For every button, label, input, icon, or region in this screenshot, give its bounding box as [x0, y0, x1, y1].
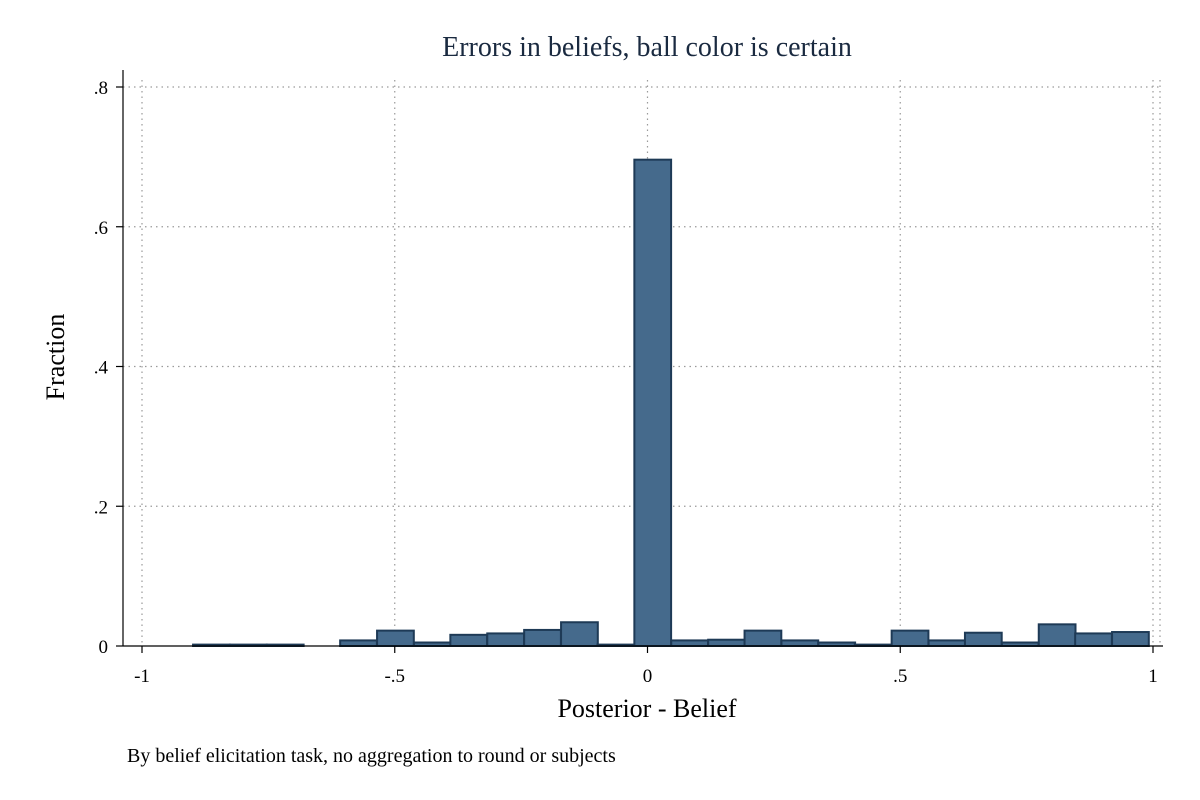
x-tick-label: .5: [893, 666, 907, 687]
bars-layer: [192, 158, 1150, 648]
y-tick-label: .2: [94, 497, 108, 518]
histogram-bar: [523, 628, 562, 648]
x-tick-label: -1: [134, 666, 150, 687]
histogram-bar: [486, 632, 526, 647]
histogram-bar: [707, 638, 746, 647]
y-tick-label: 0: [99, 637, 109, 658]
ticks-layer: -1 -.5 0 .5 1 0 .2 .4 .6 .8: [94, 78, 1158, 687]
histogram-bar: [927, 639, 967, 647]
chart-title: Errors in beliefs, ball color is certain: [442, 32, 852, 63]
histogram-bar: [449, 633, 489, 648]
histogram-bar: [963, 631, 1003, 648]
histogram-bar: [560, 621, 599, 647]
y-axis-title: Fraction: [41, 314, 70, 401]
histogram-bar: [1111, 631, 1150, 648]
y-tick-label: .6: [94, 218, 108, 239]
histogram-bar: [780, 639, 820, 647]
axes-layer: [122, 70, 1163, 647]
histogram-bar: [890, 629, 930, 648]
chart-note: By belief elicitation task, no aggregati…: [127, 745, 616, 767]
histogram-bar: [1037, 623, 1077, 647]
x-tick-label: 1: [1148, 666, 1158, 687]
x-tick-label: -.5: [384, 666, 405, 687]
y-tick-label: .4: [94, 358, 109, 379]
x-axis-title: Posterior - Belief: [557, 694, 736, 723]
histogram-bar: [743, 629, 783, 648]
x-tick-label: 0: [643, 666, 653, 687]
histogram-bar: [633, 158, 673, 647]
histogram-bar: [339, 639, 378, 647]
y-tick-label: .8: [94, 78, 108, 99]
histogram-bar: [670, 639, 710, 647]
histogram-bar: [376, 629, 415, 648]
histogram-bar: [1074, 632, 1113, 647]
